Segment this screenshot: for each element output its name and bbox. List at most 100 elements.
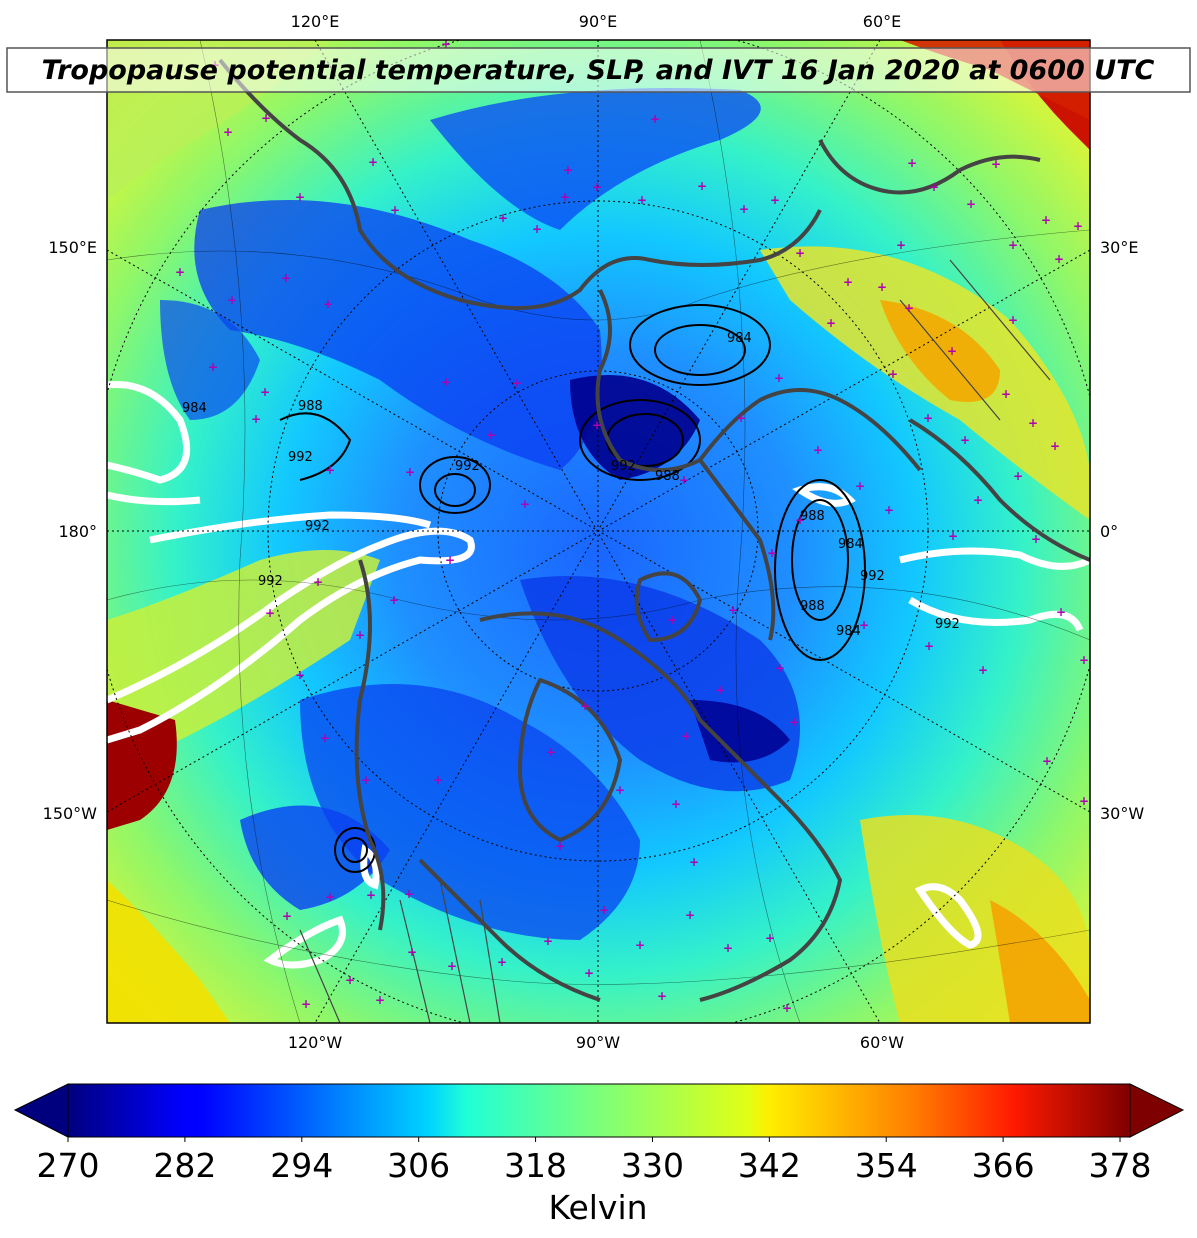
station-marker: + [679, 473, 689, 487]
station-marker: + [1013, 469, 1023, 483]
colorbar-tick-label: 282 [153, 1146, 216, 1185]
slp-contour-label: 992 [455, 459, 480, 474]
station-marker: + [390, 203, 400, 217]
station-marker: + [295, 190, 305, 204]
station-marker: + [368, 155, 378, 169]
station-marker: + [1041, 213, 1051, 227]
slp-contour-label: 992 [611, 459, 636, 474]
tick-left-180: 180° [58, 522, 97, 541]
station-marker: + [770, 193, 780, 207]
station-marker: + [405, 465, 415, 479]
station-marker: + [859, 618, 869, 632]
station-marker: + [560, 190, 570, 204]
slp-contour-label: 988 [655, 469, 680, 484]
station-marker: + [795, 246, 805, 260]
station-marker: + [715, 683, 725, 697]
station-marker: + [1050, 439, 1060, 453]
station-marker: + [1042, 754, 1052, 768]
slp-contour-label: 992 [258, 574, 283, 589]
station-marker: + [580, 699, 590, 713]
station-marker: + [789, 715, 799, 729]
station-marker: + [1079, 794, 1089, 808]
station-marker: + [635, 938, 645, 952]
colorbar-tick-label: 306 [387, 1146, 450, 1185]
station-marker: + [345, 973, 355, 987]
station-marker: + [739, 202, 749, 216]
station-marker: + [1079, 653, 1089, 667]
station-marker: + [265, 606, 275, 620]
station-marker: + [1056, 605, 1066, 619]
station-marker: + [728, 603, 738, 617]
station-marker: + [671, 797, 681, 811]
station-marker: + [355, 628, 365, 642]
map-panel: + + + + + + + + + + + + + + + + + + + + + + + + + + + + + + + + + + + + + + + +… [107, 40, 1090, 1023]
station-marker: + [445, 553, 455, 567]
colorbar-label: Kelvin [548, 1188, 647, 1227]
tick-top-60e: 60°E [863, 12, 901, 31]
station-marker: + [650, 112, 660, 126]
station-marker: + [532, 222, 542, 236]
station-marker: + [697, 179, 707, 193]
colorbar: 270 282 294 306 318 330 342 354 366 378 Kelvin [13, 1083, 1185, 1227]
colorbar-tick-label: 330 [621, 1146, 684, 1185]
colorbar-tick-label: 342 [738, 1146, 801, 1185]
station-marker: + [775, 661, 785, 675]
top-tick-labels: 120°E 90°E 60°E [291, 12, 902, 31]
colorbar-bar [67, 1083, 1131, 1138]
station-marker: + [843, 275, 853, 289]
station-marker: + [325, 890, 335, 904]
slp-contour-label: 984 [838, 537, 863, 552]
station-marker: + [281, 271, 291, 285]
station-marker: + [208, 360, 218, 374]
station-marker: + [1008, 313, 1018, 327]
tick-right-30e: 30°E [1100, 238, 1138, 257]
station-marker: + [498, 211, 508, 225]
station-marker: + [486, 428, 496, 442]
theta-field-features [107, 40, 1090, 1023]
station-marker: + [1028, 416, 1038, 430]
station-marker: + [1031, 532, 1041, 546]
station-marker: + [947, 344, 957, 358]
station-marker: + [689, 855, 699, 869]
slp-contour-label: 988 [800, 509, 825, 524]
colorbar-tick-label: 378 [1089, 1146, 1152, 1185]
station-marker: + [584, 966, 594, 980]
slp-contour-label: 988 [298, 399, 323, 414]
station-marker: + [681, 729, 691, 743]
tick-bottom-120w: 120°W [288, 1033, 343, 1052]
station-marker: + [546, 745, 556, 759]
station-marker: + [907, 156, 917, 170]
slp-contours [279, 304, 866, 873]
station-marker: + [261, 111, 271, 125]
station-marker: + [966, 197, 976, 211]
station-marker: + [973, 493, 983, 507]
station-marker: + [657, 989, 667, 1003]
station-marker: + [520, 497, 530, 511]
tick-bottom-60w: 60°W [860, 1033, 904, 1052]
station-marker: + [667, 613, 677, 627]
title: Tropopause potential temperature, SLP, a… [42, 55, 1155, 86]
station-marker: + [767, 546, 777, 560]
station-marker: + [736, 411, 746, 425]
slp-contour-label: 992 [288, 450, 313, 465]
slp-contour-label: 988 [800, 599, 825, 614]
station-marker: + [175, 265, 185, 279]
station-marker: + [295, 668, 305, 682]
tick-left-150w: 150°W [43, 804, 98, 823]
station-marker: + [543, 934, 553, 948]
station-marker: + [407, 945, 417, 959]
colorbar-ticks: 270 282 294 306 318 330 342 354 366 378 [37, 1137, 1152, 1185]
station-marker: + [877, 280, 887, 294]
station-marker: + [366, 888, 376, 902]
station-marker: + [301, 997, 311, 1011]
left-tick-labels: 150°E 180° 150°W [43, 238, 98, 823]
right-tick-labels: 30°E 0° 30°W [1100, 238, 1144, 823]
station-marker: + [813, 443, 823, 457]
station-marker: + [441, 375, 451, 389]
station-marker: + [592, 418, 602, 432]
colorbar-max-extension [1129, 1083, 1185, 1138]
station-marker: + [855, 479, 865, 493]
station-marker: + [361, 773, 371, 787]
station-marker: + [685, 908, 695, 922]
